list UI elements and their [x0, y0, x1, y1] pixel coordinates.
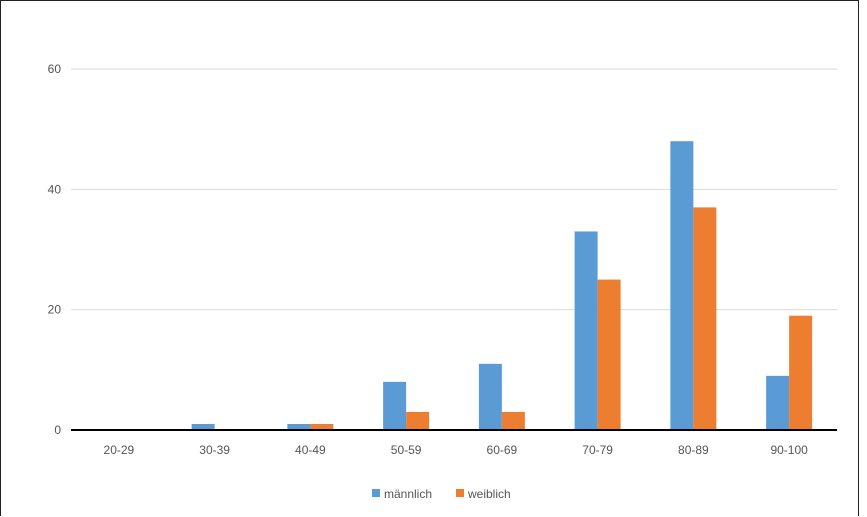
x-tick-label: 70-79: [582, 443, 613, 457]
x-tick-label: 20-29: [104, 443, 135, 457]
legend: männlich weiblich: [372, 487, 511, 501]
bar-weiblich-60-69: [501, 411, 525, 430]
bar-männlich-90-100: [766, 375, 790, 430]
bar-männlich-40-49: [287, 423, 311, 430]
bar-männlich-30-39: [191, 423, 215, 430]
y-tick-label: 0: [54, 423, 61, 437]
legend-swatch: [456, 489, 464, 497]
x-tick-label: 40-49: [295, 443, 326, 457]
y-tick-label: 40: [48, 182, 62, 196]
x-tick-label: 80-89: [678, 443, 709, 457]
bar-weiblich-80-89: [693, 207, 717, 430]
y-axis-ticks: 0 20 40 60: [48, 62, 62, 437]
x-tick-label: 30-39: [199, 443, 230, 457]
bar-männlich-60-69: [478, 363, 502, 430]
legend-label: männlich: [384, 487, 432, 501]
gridlines: [71, 68, 837, 311]
y-tick-label: 60: [48, 62, 62, 76]
bar-männlich-80-89: [670, 141, 694, 430]
bar-weiblich-50-59: [406, 411, 430, 430]
x-tick-label: 90-100: [770, 443, 808, 457]
y-tick-label: 20: [48, 303, 62, 317]
x-tick-label: 50-59: [391, 443, 422, 457]
legend-swatch: [372, 489, 380, 497]
bar-weiblich-90-100: [789, 315, 813, 430]
bar-weiblich-70-79: [597, 279, 621, 430]
bars: [191, 141, 813, 430]
x-tick-label: 60-69: [487, 443, 518, 457]
bar-männlich-70-79: [574, 231, 598, 430]
legend-label: weiblich: [467, 487, 511, 501]
x-axis-ticks: 20-29 30-39 40-49 50-59 60-69 70-79 80-89 90-10…: [104, 443, 809, 457]
bar-weiblich-40-49: [310, 423, 334, 430]
bar-männlich-50-59: [383, 381, 407, 430]
